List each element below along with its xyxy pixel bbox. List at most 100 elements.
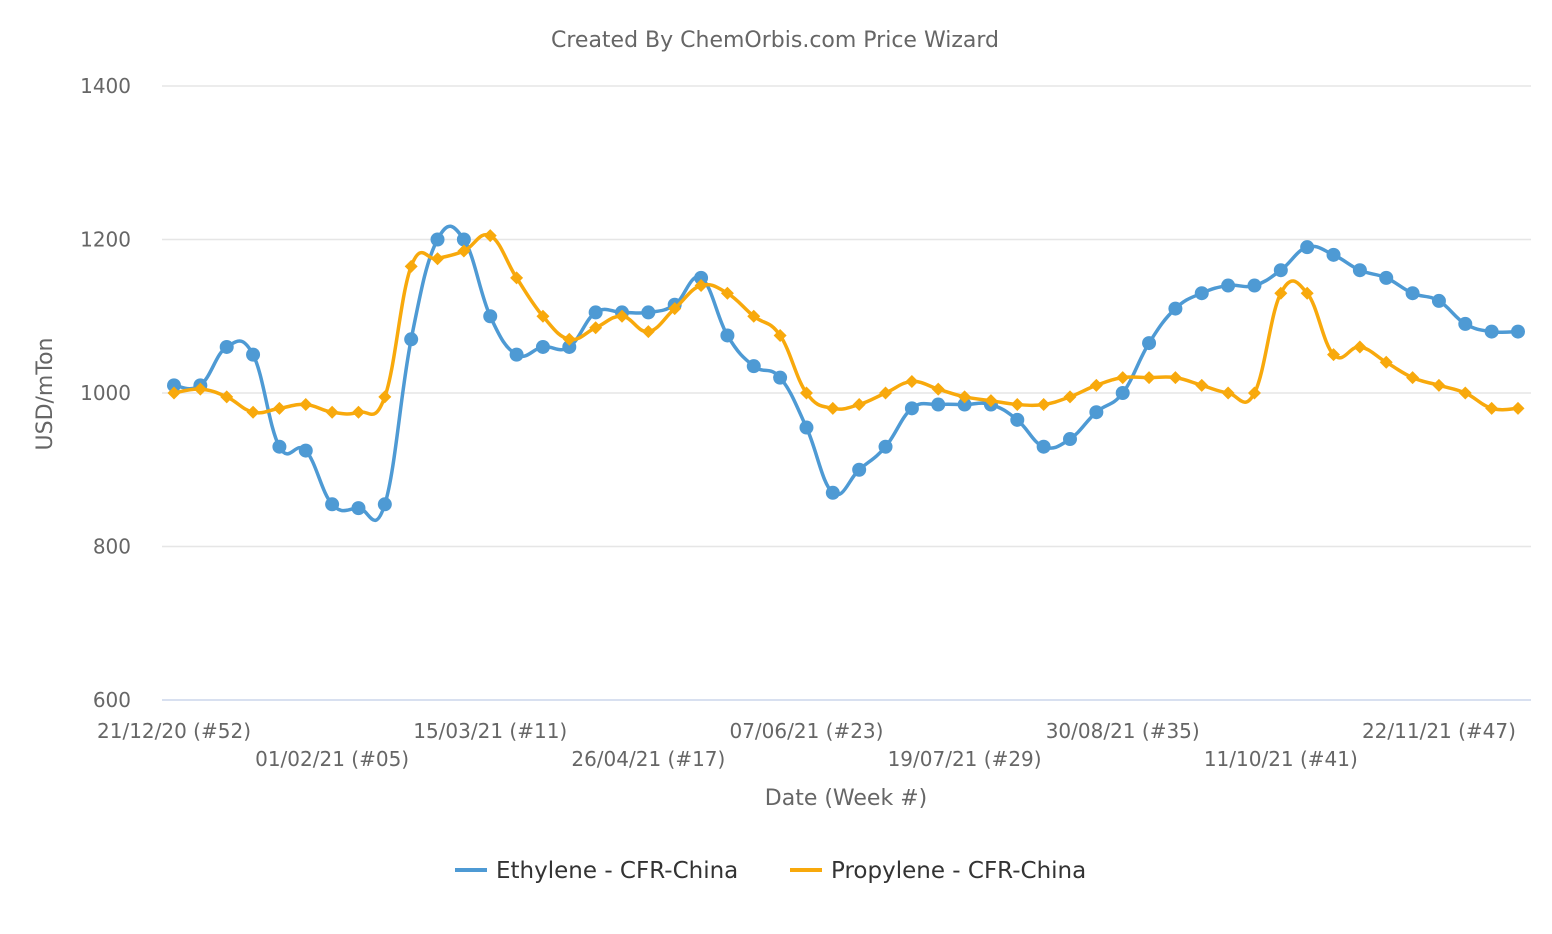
data-point: [1037, 398, 1051, 412]
data-point: [1221, 278, 1236, 293]
data-point: [905, 374, 919, 388]
legend: Ethylene - CFR-China Propylene - CFR-Chin…: [455, 858, 1086, 884]
series-line: [173, 224, 1519, 523]
x-tick-label: 30/08/21 (#35): [1046, 719, 1200, 743]
legend-label: Ethylene - CFR-China: [496, 858, 738, 884]
data-point: [457, 244, 471, 258]
data-point: [720, 328, 735, 343]
x-tick-label: 15/03/21 (#11): [413, 719, 567, 743]
data-point: [958, 390, 972, 404]
x-tick-label: 19/07/21 (#29): [888, 747, 1042, 771]
data-point: [378, 390, 392, 404]
y-axis-ticks: 600 800 1000 1200 1400: [80, 74, 131, 712]
data-point: [641, 325, 655, 339]
data-point: [1300, 286, 1314, 300]
data-point: [1010, 398, 1024, 412]
data-point: [799, 420, 814, 435]
x-tick-label: 22/11/21 (#47): [1362, 719, 1516, 743]
data-point: [1353, 340, 1367, 354]
y-axis-label: USD/mTon: [33, 338, 58, 451]
data-point: [1379, 355, 1393, 369]
y-tick-label: 600: [93, 688, 131, 712]
y-tick-label: 1000: [80, 381, 131, 405]
legend-label: Propylene - CFR-China: [831, 858, 1086, 884]
data-point: [404, 259, 418, 273]
data-point: [1036, 439, 1051, 454]
data-point: [246, 405, 260, 419]
x-tick-label: 21/12/20 (#52): [97, 719, 251, 743]
legend-item: Ethylene - CFR-China: [455, 858, 738, 884]
series-line: [173, 232, 1519, 417]
data-point: [1300, 240, 1315, 255]
data-point: [1432, 378, 1446, 392]
data-point: [298, 443, 313, 458]
data-point: [825, 485, 840, 500]
data-point: [1511, 401, 1525, 415]
data-point: [1273, 263, 1288, 278]
data-point: [1247, 386, 1261, 400]
data-point: [641, 305, 656, 320]
data-point: [1405, 286, 1420, 301]
data-point: [1484, 324, 1499, 339]
y-tick-label: 800: [93, 535, 131, 559]
data-point: [1458, 316, 1473, 331]
data-point: [1142, 371, 1156, 385]
data-point: [773, 328, 787, 342]
series-ethylene: [167, 224, 1525, 523]
data-point: [799, 386, 813, 400]
data-point: [562, 339, 577, 354]
data-point: [1327, 348, 1341, 362]
grid-lines: [162, 85, 1531, 701]
data-point: [1274, 286, 1288, 300]
data-point: [1431, 293, 1446, 308]
data-point: [904, 401, 919, 416]
x-tick-label: 11/10/21 (#41): [1204, 747, 1358, 771]
chart-title: Created By ChemOrbis.com Price Wizard: [551, 28, 999, 53]
data-point: [483, 229, 497, 243]
data-point: [694, 270, 709, 285]
data-point: [878, 439, 893, 454]
data-point: [219, 339, 234, 354]
y-tick-label: 1200: [80, 228, 131, 252]
data-point: [1168, 371, 1182, 385]
data-point: [246, 347, 261, 362]
data-point: [1089, 405, 1104, 420]
data-point: [535, 339, 550, 354]
data-point: [1142, 336, 1157, 351]
data-point: [773, 370, 788, 385]
data-point: [747, 309, 761, 323]
x-tick-label: 07/06/21 (#23): [729, 719, 883, 743]
data-point: [1379, 270, 1394, 285]
data-point: [589, 321, 603, 335]
data-point: [879, 386, 893, 400]
data-point: [509, 347, 524, 362]
data-point: [351, 501, 366, 516]
data-point: [615, 309, 629, 323]
data-point: [1406, 371, 1420, 385]
data-point: [325, 405, 339, 419]
data-point: [668, 302, 682, 316]
data-point: [193, 382, 207, 396]
data-point: [1063, 432, 1077, 447]
data-point: [931, 397, 946, 412]
data-point: [167, 386, 181, 400]
data-point: [984, 394, 998, 408]
data-point: [272, 401, 286, 415]
data-point: [1168, 301, 1183, 316]
data-point: [510, 271, 524, 285]
data-point: [746, 359, 761, 374]
data-point: [272, 439, 287, 454]
data-point: [1221, 386, 1235, 400]
data-point: [852, 462, 867, 477]
data-point: [325, 497, 340, 512]
data-point: [957, 397, 972, 412]
data-point: [1063, 390, 1077, 404]
data-point: [588, 305, 603, 320]
series-propylene: [167, 229, 1525, 419]
data-point: [431, 252, 445, 266]
data-point: [536, 309, 550, 323]
data-point: [1115, 386, 1130, 400]
y-tick-label: 1400: [80, 74, 131, 98]
data-point: [456, 232, 471, 247]
